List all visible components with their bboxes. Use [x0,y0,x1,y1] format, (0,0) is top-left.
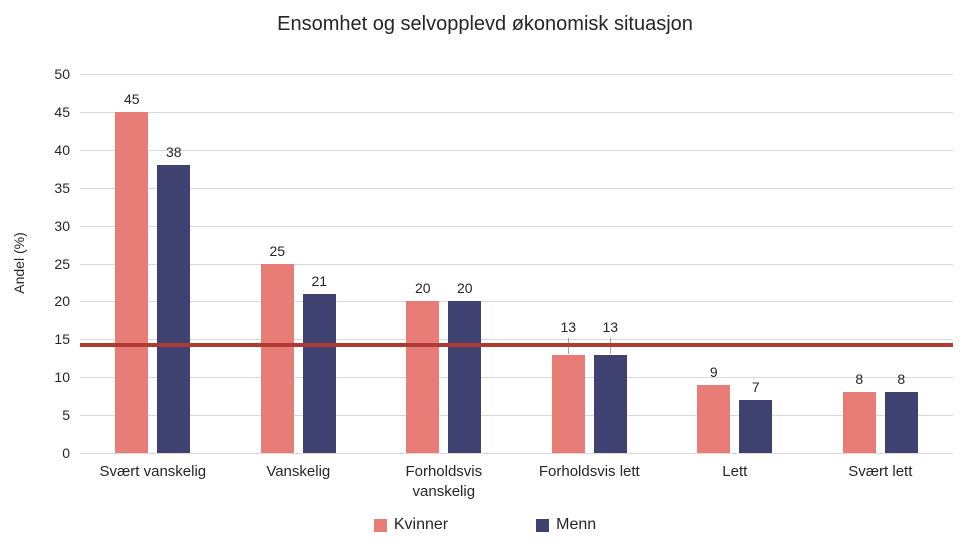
y-tick-label: 0 [62,445,70,461]
y-tick-label: 5 [62,407,70,424]
y-tick-label: 15 [54,331,70,348]
gridline [80,377,953,379]
bar-value-label: 7 [751,378,760,395]
bar-kvinner [551,354,585,453]
bar-value-label: 20 [415,280,431,297]
bar-kvinner [406,301,440,453]
bar-value-label: 8 [855,371,864,388]
y-tick-label: 20 [54,293,70,310]
category-label: Svært lett [848,463,913,480]
category-label: Forholdsvis vanskelig [405,463,483,500]
bar-value-label: 8 [897,371,906,388]
y-tick-label: 25 [54,255,70,272]
bar-kvinner [115,111,149,453]
bar-kvinner [842,392,876,453]
bar-menn [448,301,482,453]
bar-menn [302,293,336,453]
bar-value-label: 25 [269,242,286,259]
category-label: Forholdsvis lett [538,463,640,480]
gridline [80,111,953,113]
y-tick-label: 50 [54,66,70,82]
gridline [80,415,953,417]
reference-line [80,342,953,347]
category-label: Lett [722,463,748,480]
bar-kvinner [697,384,731,453]
gridline [80,74,953,75]
bar-value-label: 21 [311,272,328,289]
bar-value-label: 38 [166,144,182,160]
chart-title: Ensomhet og selvopplevd økonomisk situas… [277,13,693,35]
bar-value-label: 9 [709,363,718,380]
y-tick-label: 40 [54,141,70,158]
bar-value-label: 13 [602,318,619,335]
bar-kvinner [260,263,294,453]
legend-swatch-icon [536,518,550,532]
gridline [80,149,953,151]
gridline [80,301,953,303]
bar-menn [157,165,191,453]
category-label: Svært vanskelig [99,463,207,480]
gridline [80,225,953,227]
y-tick-label: 35 [54,179,70,196]
category-label: Vanskelig [266,463,331,480]
y-tick-label: 10 [54,369,70,386]
legend: Kvinner Menn [0,514,970,536]
gridline [80,339,953,341]
gridline [80,263,953,265]
bar-value-label: 20 [457,280,473,297]
y-tick-label: 45 [54,103,70,120]
bar-value-label: 13 [560,318,577,335]
legend-label: Kvinner [393,516,449,533]
bar-menn [739,399,773,453]
bar-menn [593,354,627,453]
gridline [80,187,953,189]
legend-label: Menn [556,516,597,533]
bar-menn [884,392,918,453]
legend-swatch-icon [373,518,387,532]
y-tick-label: 30 [54,217,70,234]
gridline [80,453,953,454]
legend-item-menn: Menn [536,516,596,534]
legend-item-kvinner: Kvinner [373,516,449,534]
bar-value-label: 45 [124,90,140,107]
